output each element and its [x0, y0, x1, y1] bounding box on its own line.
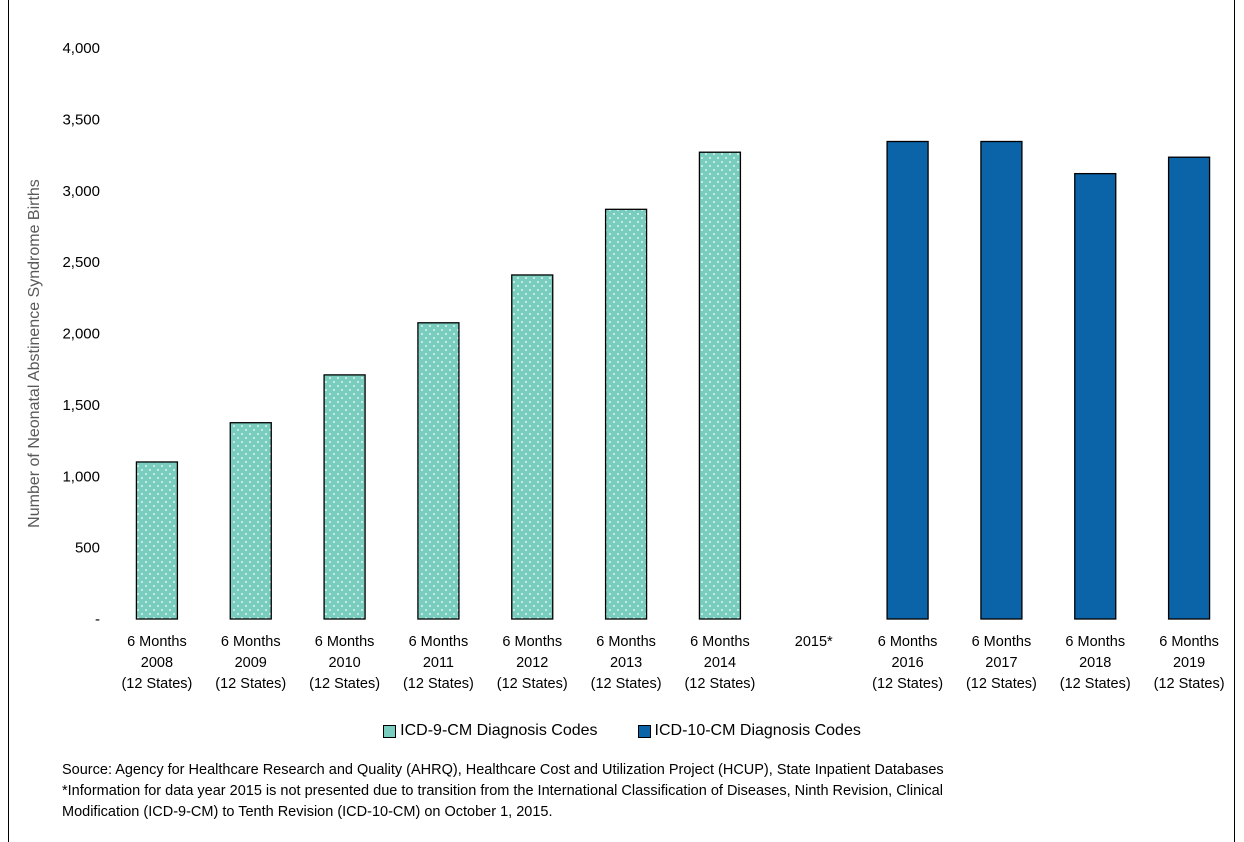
x-category-label: 6 Months 2013 (12 States)	[591, 634, 662, 692]
x-category-label: 6 Months 2014 (12 States)	[684, 634, 755, 692]
x-category-label: 6 Months 2019 (12 States)	[1154, 634, 1225, 692]
x-category-label: 6 Months 2017 (12 States)	[966, 634, 1037, 692]
x-category-label: 6 Months 2018 (12 States)	[1060, 634, 1131, 692]
bar-icd10	[886, 140, 929, 620]
x-category-label: 6 Months 2008 (12 States)	[121, 634, 192, 692]
y-tick-label: 4,000	[62, 40, 100, 57]
legend-item-icd10: ICD-10-CM Diagnosis Codes	[637, 722, 861, 740]
y-tick-label: 1,500	[62, 397, 100, 414]
bar-icd9	[511, 274, 554, 620]
x-category-label: 6 Months 2009 (12 States)	[215, 634, 286, 692]
legend-label-icd9: ICD-9-CM Diagnosis Codes	[400, 722, 598, 739]
y-tick-label: 3,000	[62, 183, 100, 200]
bar-icd9	[229, 422, 272, 620]
y-tick-label: 500	[75, 540, 100, 557]
bar-icd9	[323, 374, 366, 620]
bar-icd9	[417, 322, 460, 620]
bar-icd10	[1074, 172, 1117, 620]
y-tick-label: 1,000	[62, 468, 100, 485]
y-tick-label: 3,500	[62, 111, 100, 128]
legend-item-icd9: ICD-9-CM Diagnosis Codes	[383, 722, 598, 740]
chart-frame	[8, 0, 1235, 842]
bar-icd10	[1167, 156, 1211, 620]
footnote-line-1: *Information for data year 2015 is not p…	[62, 783, 943, 799]
legend-label-icd10: ICD-10-CM Diagnosis Codes	[654, 722, 861, 739]
bar-icd9	[604, 208, 648, 620]
bar-icd9	[135, 461, 179, 620]
y-tick-label: -	[95, 611, 100, 628]
chart-notes: Source: Agency for Healthcare Research a…	[62, 760, 1222, 823]
y-tick-label: 2,000	[62, 326, 100, 343]
legend-swatch-icd9	[383, 724, 397, 738]
x-category-label: 6 Months 2010 (12 States)	[309, 634, 380, 692]
bar-icd10	[980, 140, 1023, 620]
x-category-label: 6 Months 2012 (12 States)	[497, 634, 568, 692]
y-axis-label: Number of Neonatal Abstinence Syndrome B…	[26, 179, 43, 528]
x-category-label: 6 Months 2016 (12 States)	[872, 634, 943, 692]
x-category-label: 6 Months 2011 (12 States)	[403, 634, 474, 692]
source-note: Source: Agency for Healthcare Research a…	[62, 762, 944, 778]
y-tick-label: 2,500	[62, 254, 100, 271]
legend-swatch-icd10	[637, 724, 651, 738]
legend: ICD-9-CM Diagnosis Codes ICD-10-CM Diagn…	[0, 722, 1244, 740]
x-category-label: 2015*	[795, 634, 833, 650]
bar-icd9	[698, 151, 742, 620]
footnote-line-2: Modification (ICD-9-CM) to Tenth Revisio…	[62, 804, 553, 820]
